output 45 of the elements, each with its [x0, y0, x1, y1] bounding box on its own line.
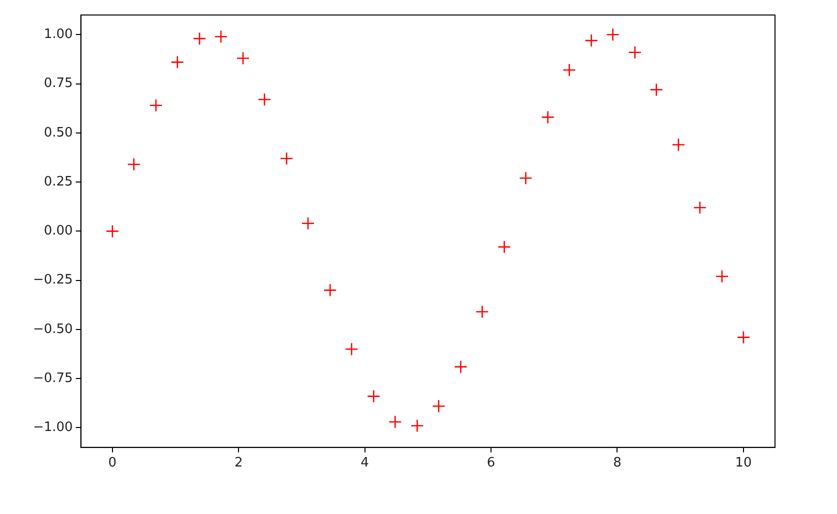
point — [258, 92, 272, 106]
y-tick-label: −0.25 — [32, 272, 73, 288]
point — [498, 240, 511, 254]
point — [344, 342, 358, 356]
point — [127, 158, 140, 172]
point — [519, 171, 532, 185]
point — [280, 152, 294, 166]
y-tick-label: 0.00 — [44, 224, 73, 239]
y-tick-label: −0.50 — [32, 322, 73, 337]
point — [410, 419, 424, 432]
y-tick-label: 1.00 — [44, 27, 73, 42]
point — [323, 284, 337, 297]
point — [476, 305, 489, 318]
point — [541, 110, 554, 124]
point — [106, 224, 120, 238]
x-tick-label: 4 — [360, 456, 369, 471]
point — [214, 30, 228, 44]
point — [170, 56, 184, 69]
y-tick-label: 0.50 — [44, 125, 73, 140]
point — [672, 138, 686, 152]
y-tick-label: 0.75 — [44, 76, 73, 92]
point — [149, 98, 163, 112]
x-tick-label: 6 — [486, 456, 496, 471]
x-tick-label: 2 — [234, 456, 243, 471]
point — [301, 216, 315, 230]
point — [628, 46, 642, 59]
point — [192, 32, 206, 46]
point — [454, 360, 468, 374]
point — [715, 270, 729, 284]
x-tick-label: 0 — [108, 456, 117, 471]
x-tick-label: 8 — [613, 456, 622, 471]
point — [650, 83, 664, 96]
point — [606, 28, 620, 42]
point — [736, 330, 750, 344]
y-tick-label: −0.75 — [32, 370, 73, 386]
y-tick-label: 0.25 — [44, 174, 73, 190]
point — [388, 415, 402, 428]
point — [432, 399, 446, 413]
x-tick-label: 10 — [735, 456, 752, 471]
point — [236, 52, 250, 65]
point — [367, 390, 380, 403]
point — [584, 34, 598, 48]
point — [562, 63, 576, 77]
point — [693, 200, 707, 214]
y-tick-label: −1.00 — [32, 420, 73, 436]
